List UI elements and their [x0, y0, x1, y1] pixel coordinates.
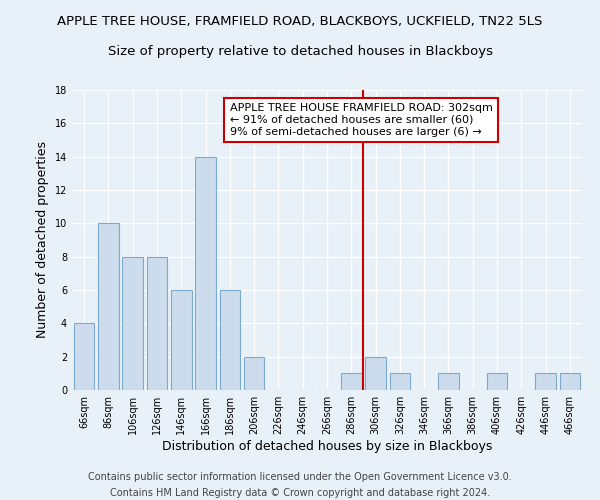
Bar [244, 356, 265, 390]
Bar [171, 290, 191, 390]
Y-axis label: Number of detached properties: Number of detached properties [36, 142, 49, 338]
Bar [365, 356, 386, 390]
Bar [195, 156, 216, 390]
Bar [146, 256, 167, 390]
Bar [122, 256, 143, 390]
Bar [341, 374, 362, 390]
Text: Contains HM Land Registry data © Crown copyright and database right 2024.: Contains HM Land Registry data © Crown c… [110, 488, 490, 498]
Text: Contains public sector information licensed under the Open Government Licence v3: Contains public sector information licen… [88, 472, 512, 482]
Text: APPLE TREE HOUSE, FRAMFIELD ROAD, BLACKBOYS, UCKFIELD, TN22 5LS: APPLE TREE HOUSE, FRAMFIELD ROAD, BLACKB… [58, 15, 542, 28]
Bar [74, 324, 94, 390]
Text: APPLE TREE HOUSE FRAMFIELD ROAD: 302sqm
← 91% of detached houses are smaller (60: APPLE TREE HOUSE FRAMFIELD ROAD: 302sqm … [230, 104, 493, 136]
Bar [535, 374, 556, 390]
Bar [98, 224, 119, 390]
Text: Size of property relative to detached houses in Blackboys: Size of property relative to detached ho… [107, 45, 493, 58]
X-axis label: Distribution of detached houses by size in Blackboys: Distribution of detached houses by size … [162, 440, 492, 453]
Bar [560, 374, 580, 390]
Bar [389, 374, 410, 390]
Bar [438, 374, 459, 390]
Bar [487, 374, 508, 390]
Bar [220, 290, 240, 390]
